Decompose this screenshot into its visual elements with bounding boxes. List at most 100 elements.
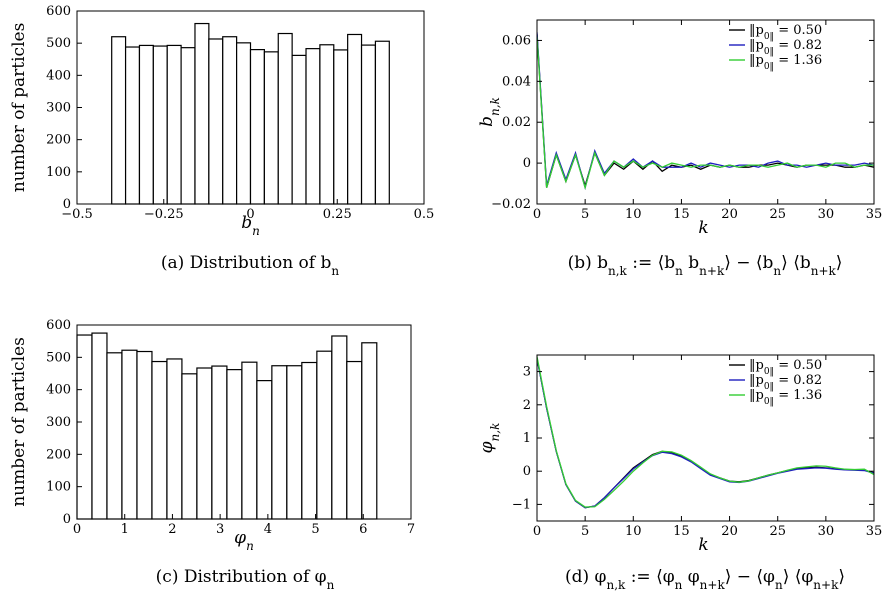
- histogram-bar: [361, 342, 378, 520]
- series-line: [537, 356, 874, 508]
- y-tick-label: −1: [512, 497, 531, 512]
- x-tick-label: 0.25: [323, 207, 352, 222]
- histogram-bar: [226, 369, 243, 520]
- legend-label: ‖p0‖ = 1.36: [749, 388, 822, 407]
- histogram-bar: [305, 48, 321, 205]
- histogram-bar: [111, 36, 127, 205]
- x-tick-label: 4: [264, 522, 272, 537]
- histogram-bar: [333, 49, 349, 205]
- x-tick-label: 6: [359, 522, 367, 537]
- plot-frame: [536, 354, 875, 522]
- panel-caption: (a) Distribution of bn: [161, 253, 340, 278]
- y-tick-label: 0: [523, 464, 531, 479]
- histogram-bar: [151, 360, 168, 520]
- series-line: [537, 36, 874, 191]
- histogram-bar: [374, 40, 390, 205]
- x-tick-label: 2: [168, 522, 176, 537]
- histogram-bar: [138, 44, 154, 205]
- x-tick-label: 0: [246, 207, 254, 222]
- x-tick-label: 0: [533, 524, 541, 539]
- histogram-bar: [319, 44, 335, 205]
- plot-frame: [536, 19, 875, 205]
- y-tick-label: 3: [523, 365, 531, 380]
- x-tick-label: 1: [121, 522, 129, 537]
- legend-label: ‖p0‖ = 0.82: [749, 373, 822, 392]
- x-tick-label: 7: [407, 522, 415, 537]
- legend: ‖p0‖ = 0.50‖p0‖ = 0.82‖p0‖ = 1.36: [729, 358, 822, 407]
- x-axis-label: bn: [241, 213, 260, 238]
- panel-caption: (c) Distribution of φn: [156, 567, 335, 592]
- y-tick-label: 400: [46, 68, 71, 83]
- histogram-bar: [316, 350, 333, 520]
- y-tick-label: 0.02: [502, 115, 531, 130]
- x-tick-label: −0.5: [61, 207, 93, 222]
- histogram-bar: [301, 361, 318, 520]
- y-tick-label: 100: [46, 165, 71, 180]
- histogram-bar: [331, 335, 348, 520]
- x-tick-label: 5: [581, 524, 589, 539]
- histogram-bar: [196, 367, 213, 520]
- y-tick-label: 600: [46, 318, 71, 333]
- histogram-bar: [346, 360, 363, 520]
- x-tick-label: 35: [866, 207, 883, 222]
- y-axis-label: number of particles: [9, 23, 29, 193]
- histogram-bar: [286, 365, 303, 520]
- histogram-bar: [76, 334, 93, 520]
- x-tick-label: 20: [721, 524, 738, 539]
- x-tick-label: 35: [866, 524, 883, 539]
- histogram-bar: [91, 332, 108, 520]
- x-tick-label: 3: [216, 522, 224, 537]
- legend-label: ‖p0‖ = 0.82: [749, 38, 822, 57]
- y-tick-label: 0: [523, 156, 531, 171]
- y-tick-label: 0.06: [502, 33, 531, 48]
- histogram-bar: [136, 350, 153, 520]
- y-tick-label: 400: [46, 383, 71, 398]
- y-tick-label: 1: [523, 431, 531, 446]
- y-axis-label: φn,k: [477, 423, 502, 454]
- x-tick-label: 0.5: [414, 207, 435, 222]
- x-tick-label: 15: [673, 524, 690, 539]
- y-tick-label: 200: [46, 133, 71, 148]
- histogram-bar: [211, 365, 228, 520]
- y-axis-label: number of particles: [9, 337, 29, 507]
- y-tick-label: 300: [46, 101, 71, 116]
- series-line: [537, 32, 874, 191]
- x-axis-label: k: [698, 218, 708, 238]
- legend-label: ‖p0‖ = 1.36: [749, 53, 822, 72]
- histogram-bar: [194, 22, 210, 205]
- histogram-bar: [166, 358, 183, 520]
- x-tick-label: 5: [311, 522, 319, 537]
- x-tick-label: 0: [533, 207, 541, 222]
- histogram-bar: [347, 33, 363, 205]
- legend-label: ‖p0‖ = 0.50: [749, 23, 822, 42]
- legend-label: ‖p0‖ = 0.50: [749, 358, 822, 377]
- x-tick-label: −0.25: [144, 207, 184, 222]
- histogram-bar: [121, 349, 138, 520]
- histogram-bar: [181, 373, 198, 520]
- panel-0: −0.5 −0.25 0 0.25 0.5 0 100 200 300 400 500 600 bn nu…: [9, 4, 434, 278]
- histogram-bar: [106, 352, 123, 520]
- y-tick-label: −0.02: [491, 197, 531, 212]
- series-line: [537, 358, 874, 509]
- histogram-bar: [124, 46, 141, 205]
- y-tick-label: 500: [46, 36, 71, 51]
- panel-1: 0 5 10 15 20 25 30 35−0.0200.020.040.06kbn,k‖p0…: [477, 19, 883, 278]
- histogram-bar: [180, 47, 196, 205]
- x-tick-label: 0: [73, 522, 81, 537]
- panel-caption: (b) bn,k := ⟨bn bn+k⟩ − ⟨bn⟩ ⟨bn+k⟩: [568, 253, 843, 278]
- histogram-bar: [152, 45, 168, 205]
- y-tick-label: 600: [46, 4, 71, 19]
- x-tick-label: 30: [818, 207, 835, 222]
- histogram-bar: [222, 36, 238, 205]
- x-axis-label: φn: [234, 528, 254, 553]
- x-tick-label: 10: [625, 207, 642, 222]
- x-tick-label: 10: [625, 524, 642, 539]
- y-tick-label: 500: [46, 350, 71, 365]
- y-tick-label: 0: [63, 512, 71, 527]
- x-tick-label: 5: [581, 207, 589, 222]
- panel-caption: (d) φn,k := ⟨φn φn+k⟩ − ⟨φn⟩ ⟨φn+k⟩: [565, 567, 845, 592]
- x-tick-label: 20: [721, 207, 738, 222]
- y-tick-label: 100: [46, 480, 71, 495]
